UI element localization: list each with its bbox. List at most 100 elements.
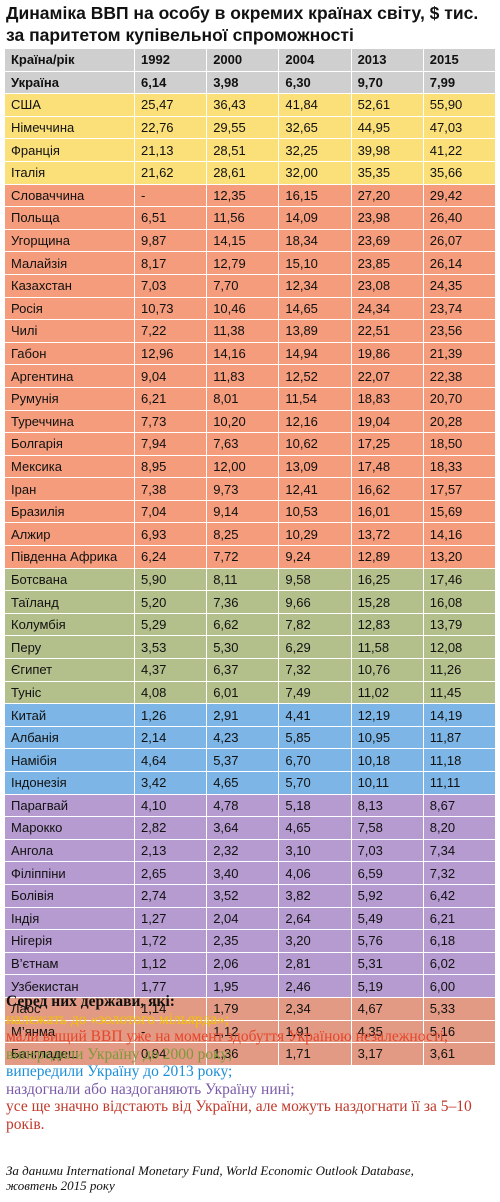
- cell-2000: 14,15: [206, 228, 280, 253]
- cell-2013: 12,89: [350, 545, 424, 569]
- cell-2000: 5,30: [206, 635, 280, 660]
- cell-country: Аргентина: [4, 364, 135, 388]
- cell-country: Франція: [4, 138, 135, 162]
- cell-2013: 22,51: [350, 319, 424, 343]
- cell-2015: 21,39: [422, 341, 497, 366]
- cell-2013: 13,72: [350, 522, 424, 547]
- cell-2000: 11,83: [206, 364, 280, 388]
- cell-country: Нігерія: [4, 929, 135, 953]
- cell-2000: 36,43: [206, 93, 280, 117]
- cell-2013: 24,34: [350, 296, 424, 321]
- cell-country: Словаччина: [4, 183, 135, 208]
- table-row: В’єтнам 1,12 2,06 2,81 5,31 6,02: [4, 951, 497, 976]
- cell-2013: 18,83: [350, 386, 424, 411]
- cell-2015: 14,19: [422, 703, 497, 727]
- cell-2013: 10,11: [350, 771, 424, 795]
- cell-country: Китай: [4, 703, 135, 727]
- cell-2000: 1,12: [206, 1019, 280, 1044]
- cell-2000: 6,37: [206, 658, 280, 682]
- cell-country: Ангола: [4, 838, 135, 863]
- cell-country: Ботсвана: [4, 567, 135, 592]
- cell-2000: 7,72: [206, 545, 280, 569]
- gdp-table: Країна/рік 1992 2000 2004 2013 2015 Укра…: [4, 48, 497, 1066]
- cell-1992: 25,47: [133, 93, 208, 117]
- cell-2013: 11,58: [350, 635, 424, 660]
- table-row: Словаччина -12,35 16,15 27,20 29,42: [4, 183, 497, 208]
- cell-1992: 2,74: [133, 883, 208, 908]
- header-2015: 2015: [422, 48, 497, 72]
- cell-country: Південна Африка: [4, 545, 135, 569]
- cell-1992: 6,24: [133, 545, 208, 569]
- cell-2015: 12,08: [422, 635, 497, 660]
- cell-2015: 17,46: [422, 567, 497, 592]
- legend-item: наздогнали або наздоганяють Україну нині…: [6, 1080, 295, 1098]
- cell-2004: 10,29: [278, 522, 352, 547]
- cell-2000: 7,63: [206, 432, 280, 456]
- cell-2015: 8,20: [422, 816, 497, 840]
- cell-1992: 4,08: [133, 680, 208, 705]
- cell-1992: 3,53: [133, 635, 208, 660]
- cell-2015: 13,79: [422, 612, 497, 637]
- cell-country: Узбекистан: [4, 974, 135, 998]
- cell-2000: 2,06: [206, 951, 280, 976]
- cell-country: Парагвай: [4, 793, 135, 818]
- cell-2000: 3,40: [206, 861, 280, 885]
- table-row: Іран 7,38 9,73 12,41 16,62 17,57: [4, 477, 497, 501]
- cell-2000: 4,23: [206, 725, 280, 750]
- cell-2013: 10,76: [350, 658, 424, 682]
- cell-2000: 28,51: [206, 138, 280, 162]
- table-row: Бразилія 7,04 9,14 10,53 16,01 15,69: [4, 499, 497, 524]
- legend-item: усе ще значно відстають від України, але…: [6, 1098, 472, 1133]
- cell-2004: 6,70: [278, 748, 352, 772]
- table-row: Чилі 7,22 11,38 13,89 22,51 23,56: [4, 319, 497, 343]
- cell-2004: 12,41: [278, 477, 352, 501]
- cell-country: Україна: [4, 70, 135, 95]
- cell-2000: 11,38: [206, 319, 280, 343]
- cell-country: Туніс: [4, 680, 135, 705]
- cell-2015: 47,03: [422, 115, 497, 140]
- cell-2013: 12,83: [350, 612, 424, 637]
- cell-2004: 41,84: [278, 93, 352, 117]
- cell-2000: 1,95: [206, 974, 280, 998]
- table-row: Болівія 2,74 3,52 3,82 5,92 6,42: [4, 883, 497, 908]
- cell-1992: -: [133, 1019, 208, 1044]
- table-row: Албанія 2,14 4,23 5,85 10,95 11,87: [4, 725, 497, 750]
- table-row: Румунія 6,21 8,01 11,54 18,83 20,70: [4, 386, 497, 411]
- cell-country: Малайзія: [4, 251, 135, 275]
- cell-2000: 28,61: [206, 160, 280, 185]
- cell-1992: 7,22: [133, 319, 208, 343]
- cell-2000: 10,20: [206, 409, 280, 434]
- source-note: За даними International Monetary Fund, W…: [6, 1163, 494, 1193]
- table-row: Ангола 2,13 2,32 3,10 7,03 7,34: [4, 838, 497, 863]
- table-row: Мексика 8,95 12,00 13,09 17,48 18,33: [4, 454, 497, 479]
- cell-country: Албанія: [4, 725, 135, 750]
- cell-1992: 9,04: [133, 364, 208, 388]
- cell-2004: 3,82: [278, 883, 352, 908]
- table-row: Франція 21,13 28,51 32,25 39,98 41,22: [4, 138, 497, 162]
- cell-2000: 11,56: [206, 206, 280, 230]
- cell-2004: 14,94: [278, 341, 352, 366]
- cell-1992: 7,38: [133, 477, 208, 501]
- table-row: Габон 12,96 14,16 14,94 19,86 21,39: [4, 341, 497, 366]
- cell-2013: 17,48: [350, 454, 424, 479]
- cell-1992: 3,42: [133, 771, 208, 795]
- table-row: Росія 10,73 10,46 14,65 24,34 23,74: [4, 296, 497, 321]
- cell-2013: 4,35: [350, 1019, 424, 1044]
- cell-2000: 9,14: [206, 499, 280, 524]
- cell-country: Бразилія: [4, 499, 135, 524]
- cell-country: Індія: [4, 906, 135, 931]
- cell-2000: 4,78: [206, 793, 280, 818]
- table-row: Перу 3,53 5,30 6,29 11,58 12,08: [4, 635, 497, 660]
- cell-country: Перу: [4, 635, 135, 660]
- legend-item: мали вищий ВВП уже на момент здобуття Ук…: [6, 1028, 449, 1045]
- cell-1992: 21,13: [133, 138, 208, 162]
- cell-country: Лаос: [4, 996, 135, 1021]
- cell-2013: 23,69: [350, 228, 424, 253]
- cell-2000: 7,36: [206, 590, 280, 614]
- cell-1992: 4,64: [133, 748, 208, 772]
- table-row: Італія 21,62 28,61 32,00 35,35 35,66: [4, 160, 497, 185]
- cell-2004: 9,66: [278, 590, 352, 614]
- table-row: Алжир 6,93 8,25 10,29 13,72 14,16: [4, 522, 497, 547]
- cell-2004: 15,10: [278, 251, 352, 275]
- cell-2000: 29,55: [206, 115, 280, 140]
